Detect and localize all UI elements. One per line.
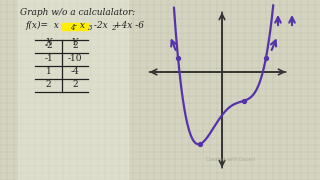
Text: f(x)=  x: f(x)= x bbox=[26, 21, 60, 30]
Text: 2: 2 bbox=[46, 80, 51, 89]
Text: 2: 2 bbox=[111, 24, 116, 32]
Text: 3: 3 bbox=[88, 24, 92, 32]
Text: -10: -10 bbox=[68, 54, 82, 63]
Text: 4: 4 bbox=[70, 24, 75, 32]
Text: Y: Y bbox=[72, 38, 78, 47]
Text: +4x -6: +4x -6 bbox=[114, 21, 144, 30]
Text: Graph w/o a calculalator:: Graph w/o a calculalator: bbox=[20, 8, 135, 17]
Text: -4: -4 bbox=[71, 67, 79, 76]
Text: 2: 2 bbox=[72, 80, 78, 89]
Text: 1: 1 bbox=[46, 67, 52, 76]
Bar bbox=[18, 0, 128, 180]
Text: -1: -1 bbox=[44, 54, 53, 63]
Text: -2: -2 bbox=[44, 41, 53, 50]
Text: -2x: -2x bbox=[91, 21, 108, 30]
Text: 2: 2 bbox=[72, 41, 78, 50]
Text: - x: - x bbox=[74, 21, 85, 30]
Bar bbox=[62, 23, 88, 30]
Text: X: X bbox=[45, 38, 52, 47]
Text: Created with Doceri: Created with Doceri bbox=[205, 157, 254, 162]
